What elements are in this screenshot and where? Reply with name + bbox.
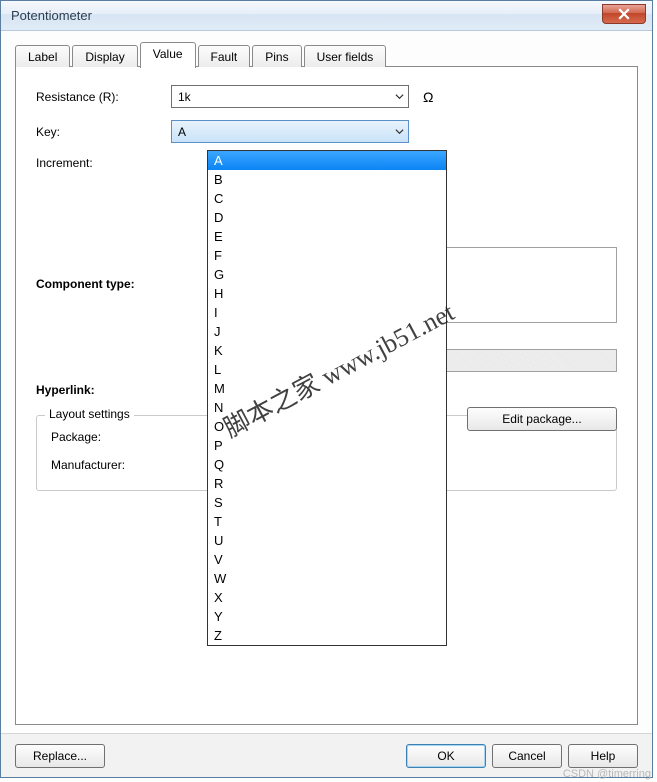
- key-option[interactable]: E: [208, 227, 446, 246]
- key-option[interactable]: F: [208, 246, 446, 265]
- manufacturer-label: Manufacturer:: [51, 458, 163, 472]
- key-option[interactable]: R: [208, 474, 446, 493]
- key-option[interactable]: L: [208, 360, 446, 379]
- key-option[interactable]: T: [208, 512, 446, 531]
- tab-panel-value: Resistance (R): 1k Ω Key: A Increment: %: [15, 66, 638, 725]
- chevron-down-icon: [395, 125, 404, 139]
- key-option[interactable]: A: [208, 151, 446, 170]
- component-type-textbox[interactable]: [427, 247, 617, 323]
- resistance-value: 1k: [178, 90, 191, 104]
- key-option[interactable]: Z: [208, 626, 446, 645]
- key-option[interactable]: S: [208, 493, 446, 512]
- edit-package-button[interactable]: Edit package...: [467, 407, 617, 431]
- tab-pins[interactable]: Pins: [252, 45, 301, 67]
- key-option[interactable]: O: [208, 417, 446, 436]
- credit-text: CSDN @timerring: [563, 768, 651, 780]
- key-option[interactable]: H: [208, 284, 446, 303]
- dialog-window: Potentiometer Label Display Value Fault …: [0, 0, 653, 778]
- key-label: Key:: [36, 125, 171, 139]
- key-option[interactable]: U: [208, 531, 446, 550]
- dialog-footer: Replace... OK Cancel Help: [1, 733, 652, 777]
- row-key: Key: A: [36, 120, 617, 143]
- key-option[interactable]: N: [208, 398, 446, 417]
- tab-display[interactable]: Display: [72, 45, 137, 67]
- increment-label: Increment:: [36, 156, 171, 170]
- key-option[interactable]: M: [208, 379, 446, 398]
- key-value: A: [178, 125, 186, 139]
- key-option[interactable]: Y: [208, 607, 446, 626]
- key-option[interactable]: J: [208, 322, 446, 341]
- key-option[interactable]: V: [208, 550, 446, 569]
- help-button[interactable]: Help: [568, 744, 638, 768]
- key-combo[interactable]: A: [171, 120, 409, 143]
- client-area: Label Display Value Fault Pins User fiel…: [1, 31, 652, 733]
- close-button[interactable]: [602, 4, 646, 24]
- tab-value[interactable]: Value: [140, 42, 196, 68]
- key-option[interactable]: X: [208, 588, 446, 607]
- window-title: Potentiometer: [11, 8, 92, 23]
- key-option[interactable]: Q: [208, 455, 446, 474]
- key-dropdown-list[interactable]: ABCDEFGHIJKLMNOPQRSTUVWXYZ: [207, 150, 447, 646]
- resistance-unit: Ω: [423, 89, 433, 105]
- resistance-combo[interactable]: 1k: [171, 85, 409, 108]
- titlebar: Potentiometer: [1, 1, 652, 31]
- tab-strip: Label Display Value Fault Pins User fiel…: [15, 41, 638, 67]
- key-option[interactable]: I: [208, 303, 446, 322]
- chevron-down-icon: [395, 90, 404, 104]
- replace-button[interactable]: Replace...: [15, 744, 105, 768]
- resistance-label: Resistance (R):: [36, 90, 171, 104]
- tab-user-fields[interactable]: User fields: [304, 45, 387, 67]
- key-option[interactable]: G: [208, 265, 446, 284]
- key-option[interactable]: K: [208, 341, 446, 360]
- layout-settings-legend: Layout settings: [45, 407, 134, 421]
- key-option[interactable]: W: [208, 569, 446, 588]
- key-option[interactable]: D: [208, 208, 446, 227]
- key-option[interactable]: P: [208, 436, 446, 455]
- row-resistance: Resistance (R): 1k Ω: [36, 85, 617, 108]
- key-option[interactable]: C: [208, 189, 446, 208]
- package-label: Package:: [51, 430, 163, 444]
- hyperlink-input[interactable]: [427, 349, 617, 372]
- tab-label[interactable]: Label: [15, 45, 70, 67]
- tab-fault[interactable]: Fault: [198, 45, 251, 67]
- cancel-button[interactable]: Cancel: [492, 744, 562, 768]
- close-icon: [618, 8, 630, 20]
- ok-button[interactable]: OK: [406, 744, 486, 768]
- key-option[interactable]: B: [208, 170, 446, 189]
